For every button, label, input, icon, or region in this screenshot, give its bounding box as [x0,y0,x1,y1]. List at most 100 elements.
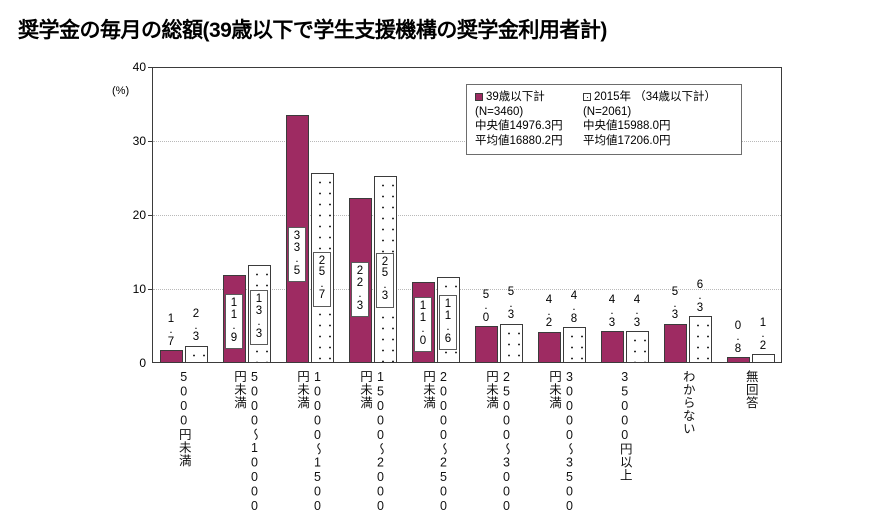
x-axis-label: 30000～35000 円未満 [530,370,593,510]
y-axis-labels: 0 10 20 30 40 [106,60,146,370]
x-axis-label-column: 10000～15000 [310,370,325,510]
y-axis-tick-mark [148,67,153,68]
bar-value-label: 4.2 [545,294,553,330]
x-axis-label-column: わからない [680,370,695,435]
x-axis-label: 10000～15000 円未満 [278,370,341,510]
x-axis-labels: 5000円未満 5000～10000 円未満 10000～15000 円未満 15000～… [152,370,782,510]
bar-group: 4.2 4.8 [530,67,593,363]
bar-group: 0.8 1.2 [719,67,782,363]
x-axis-label: 20000～25000 円未満 [404,370,467,510]
bar-value-label: 5.3 [507,286,515,322]
legend-series1-name: 39歳以下計 [486,91,545,103]
x-axis-label: 15000～20000 円未満 [341,370,404,510]
y-axis-tick-label: 40 [132,60,146,74]
x-axis-label-column: 25000～30000 [499,370,514,510]
bar: 4.2 [537,295,561,363]
x-axis-label-column: 円未満 [358,370,372,409]
bar-value-label: 1.7 [167,312,175,348]
legend-series1-mean: 平均値16880.2円 [475,134,563,147]
bar: 1.7 [159,313,183,363]
y-axis-tick-label: 0 [139,356,146,370]
bar: 5.3 [499,287,523,363]
legend-series2-name: 2015年 （34歳以下計） [593,91,717,103]
x-axis-label-column: 円未満 [295,370,309,409]
x-axis-label-column: 円未満 [232,370,246,409]
legend-series1-n: (N=3460) [475,105,524,118]
bar-value-label: 5.0 [482,288,490,324]
legend-series2-median: 中央値15988.0円 [582,120,671,132]
x-axis-label: わからない [656,370,719,508]
x-axis-label-column: 無回答 [743,370,758,409]
y-axis-tick-mark [148,289,153,290]
x-axis-label-column: 35000円以上 [617,370,632,482]
legend-series1-median: 中央値14976.3円 [475,120,563,132]
x-axis-label: 5000～10000 円未満 [215,370,278,510]
bar-value-label: 4.3 [608,293,616,329]
gridline [153,215,781,216]
gridline [153,289,781,290]
bar: 4.3 [600,294,624,363]
bar: 4.8 [562,290,586,363]
bar-group: 1.7 2.3 [152,67,215,363]
x-axis-label-column: 15000～20000 [373,370,388,510]
legend-swatch-series1-icon [475,93,483,101]
legend: 39歳以下計 2015年 （34歳以下計） (N=3460) (N=2061) … [466,84,742,155]
x-axis-label-column: 20000～25000 [436,370,451,510]
page-title: 奨学金の毎月の総額(39歳以下で学生支援機構の奨学金利用者計) [18,19,607,42]
x-axis-label-column: 円未満 [547,370,561,409]
x-axis-label: 5000円未満 [152,370,215,508]
x-axis-label-column: 5000円未満 [176,370,191,467]
legend-swatch-series2-icon [582,93,591,101]
x-axis-label: 25000～30000 円未満 [467,370,530,510]
bar-group: 4.3 4.3 [593,67,656,363]
bar-group: 5.0 5.3 [467,67,530,363]
bar-value-label: 4.3 [633,293,641,329]
x-axis-label-column: 円未満 [484,370,498,409]
bar-value-label: 5.3 [671,286,679,322]
x-axis-label-column: 円未満 [421,370,435,409]
bar: 1.2 [751,317,775,363]
bar: 4.3 [625,294,649,363]
x-axis-label-column: 5000～10000 [247,370,262,510]
legend-series2-name-row: 2015年 （34歳以下計） [573,90,733,105]
y-axis-tick-mark [148,141,153,142]
bar: 6.3 [688,279,712,363]
y-axis-tick-mark [148,215,153,216]
x-axis-label-column: 30000～35000 [562,370,577,510]
bar-value-label: 1.2 [759,316,767,352]
bar-value-label: 4.8 [570,289,578,325]
x-axis-label: 35000円以上 [593,370,656,508]
y-axis-tick-label: 20 [132,208,146,222]
x-axis-label: 無回答 [719,370,782,508]
y-axis-tick-label: 30 [132,134,146,148]
legend-series1-name-row: 39歳以下計 [475,90,573,105]
bar: 5.0 [474,289,498,363]
bar-value-label: 2.3 [192,308,200,344]
bar: 2.3 [184,309,208,363]
bar: 5.3 [663,287,687,363]
bar-group: 5.3 6.3 [656,67,719,363]
bar: 0.8 [726,320,750,363]
y-axis-tick-label: 10 [132,282,146,296]
